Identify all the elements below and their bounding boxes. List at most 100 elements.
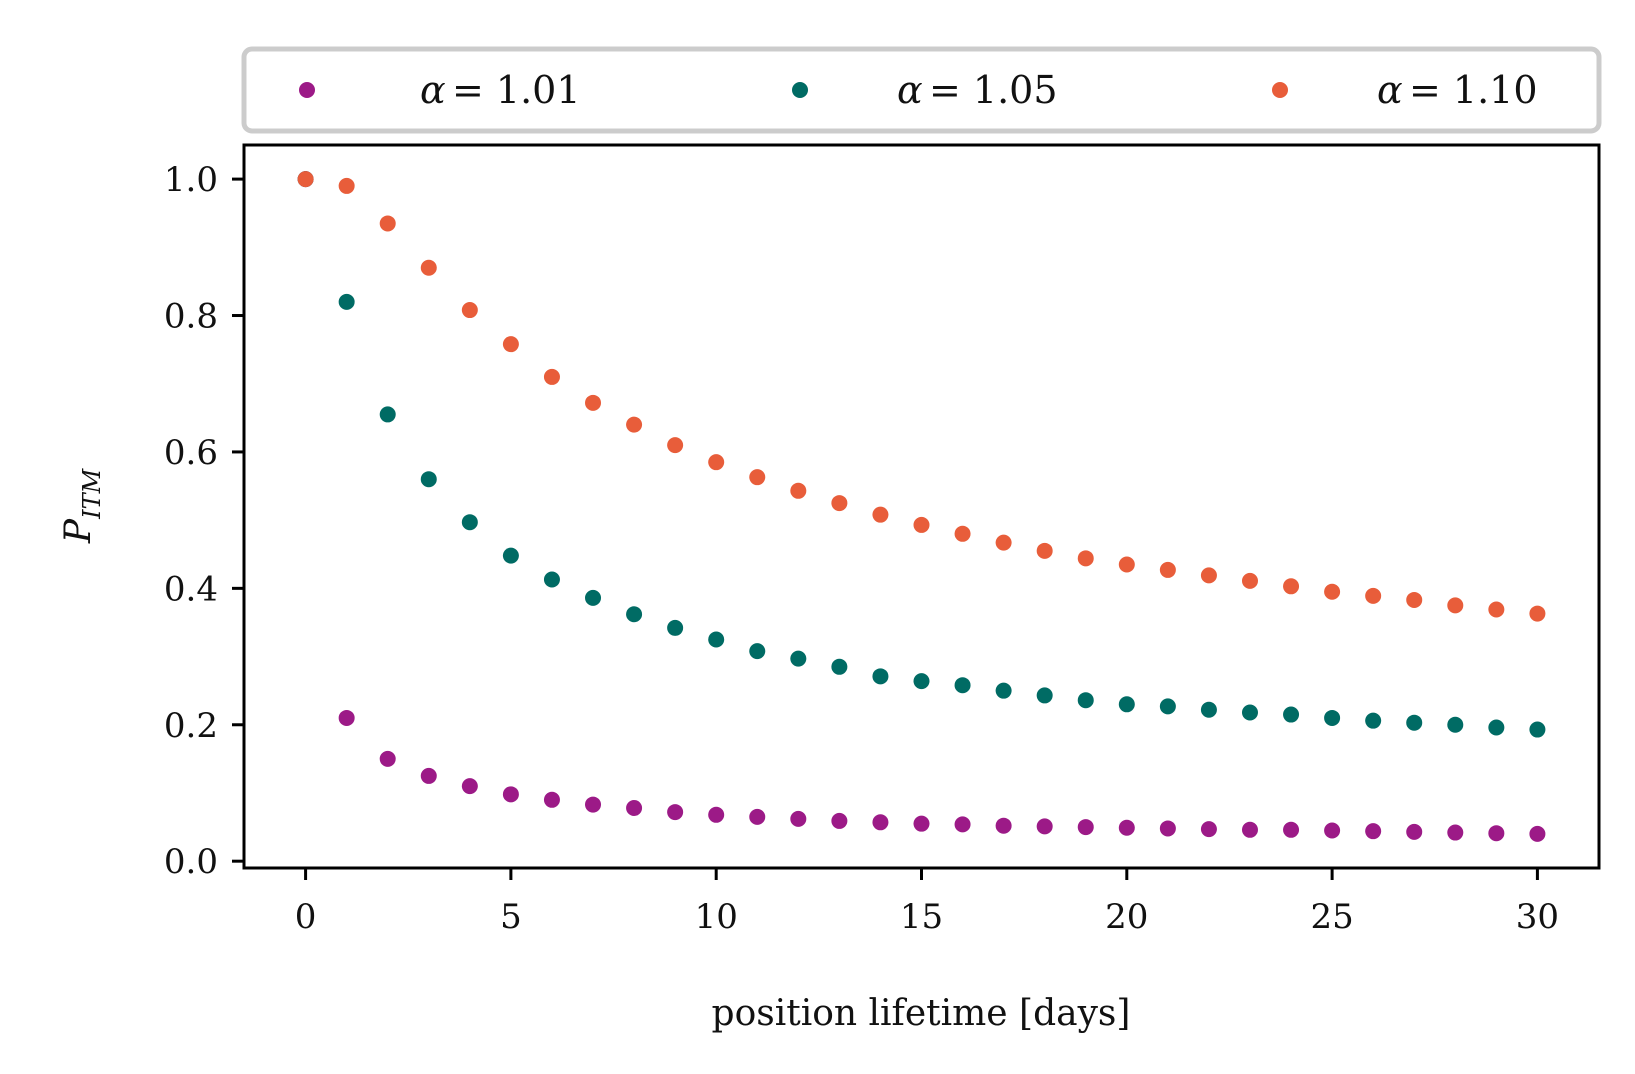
data-point (1529, 825, 1546, 842)
data-point (1283, 821, 1300, 838)
data-point (749, 469, 766, 486)
legend-marker-1 (299, 82, 315, 98)
data-point (1118, 819, 1135, 836)
data-point (626, 606, 643, 623)
data-point (1488, 601, 1505, 618)
data-point (1365, 823, 1382, 840)
data-point (954, 525, 971, 542)
y-tick-label: 0.0 (164, 842, 218, 882)
data-point (995, 817, 1012, 834)
data-point (708, 806, 725, 823)
data-point (1406, 823, 1423, 840)
data-point (872, 814, 889, 831)
data-point (420, 471, 437, 488)
data-point (954, 677, 971, 694)
data-point (1447, 824, 1464, 841)
data-point (1324, 583, 1341, 600)
legend-value-2: = 1.05 (929, 68, 1058, 112)
data-point (667, 619, 684, 636)
legend-marker-2 (792, 82, 808, 98)
y-tick-label: 0.6 (164, 433, 218, 473)
data-point (954, 816, 971, 833)
data-point (1200, 701, 1217, 718)
data-point (626, 416, 643, 433)
legend-entry-3: α = 1.10 (1272, 68, 1538, 112)
data-point (708, 631, 725, 648)
data-point (913, 815, 930, 832)
data-point (1406, 714, 1423, 731)
data-point (1159, 561, 1176, 578)
data-point (872, 668, 889, 685)
data-point (502, 547, 519, 564)
x-tick-label: 20 (1105, 897, 1148, 937)
x-tick-label: 15 (900, 897, 943, 937)
data-point (338, 709, 355, 726)
data-point (1283, 706, 1300, 723)
data-point (1036, 818, 1053, 835)
data-point (913, 673, 930, 690)
data-point (1036, 687, 1053, 704)
y-axis-label-sub: ITM (78, 467, 106, 519)
data-point (461, 302, 478, 319)
x-tick-label: 25 (1310, 897, 1353, 937)
x-tick-label: 30 (1516, 897, 1559, 937)
legend-entry-1: α = 1.01 (299, 68, 581, 112)
y-axis-label: PITM (58, 467, 106, 544)
data-point (1447, 716, 1464, 733)
x-tick-label: 0 (295, 897, 317, 937)
plot-frame (242, 143, 1601, 870)
data-point (420, 259, 437, 276)
data-point (461, 514, 478, 531)
legend-alpha-1: α (420, 68, 446, 112)
data-point (338, 177, 355, 194)
data-point (1365, 587, 1382, 604)
x-axis-label: position lifetime [days] (712, 993, 1131, 1034)
data-point (626, 799, 643, 816)
data-point (1447, 597, 1464, 614)
data-point (1365, 712, 1382, 729)
data-point (1241, 704, 1258, 721)
data-point (338, 293, 355, 310)
data-point (420, 767, 437, 784)
data-point (1529, 605, 1546, 622)
data-point (1241, 821, 1258, 838)
data-point (1241, 572, 1258, 589)
legend-value-1: = 1.01 (452, 68, 581, 112)
data-point (379, 750, 396, 767)
series-2 (297, 171, 1546, 738)
data-point (1488, 719, 1505, 736)
data-point (543, 571, 560, 588)
x-tick-label: 10 (695, 897, 738, 937)
x-tick-label: 5 (500, 897, 522, 937)
data-point (995, 534, 1012, 551)
series-1 (297, 171, 1546, 842)
data-point (1077, 692, 1094, 709)
data-point (790, 650, 807, 667)
data-point (1077, 819, 1094, 836)
legend-value-3: = 1.10 (1409, 68, 1538, 112)
y-ticks: 0.0 0.2 0.4 0.6 0.8 1.0 (164, 160, 244, 882)
data-point (1200, 567, 1217, 584)
data-point (1200, 821, 1217, 838)
data-point (1406, 591, 1423, 608)
data-point (543, 791, 560, 808)
y-tick-label: 0.8 (164, 297, 218, 337)
legend-entry-2: α = 1.05 (792, 68, 1058, 112)
legend-frame (241, 46, 1602, 134)
legend: α = 1.01 α = 1.05 α = 1.10 (241, 46, 1602, 134)
y-tick-label: 0.4 (164, 569, 218, 609)
data-point (502, 786, 519, 803)
data-point (749, 808, 766, 825)
data-point (1324, 822, 1341, 839)
data-point (1159, 698, 1176, 715)
data-point (1159, 820, 1176, 837)
legend-alpha-3: α (1377, 68, 1403, 112)
y-tick-label: 1.0 (164, 160, 218, 200)
data-point (379, 406, 396, 423)
data-point (749, 643, 766, 660)
data-point (667, 804, 684, 821)
data-point (502, 336, 519, 353)
data-point (1324, 709, 1341, 726)
x-ticks: 0 5 10 15 20 25 30 (295, 868, 1559, 937)
